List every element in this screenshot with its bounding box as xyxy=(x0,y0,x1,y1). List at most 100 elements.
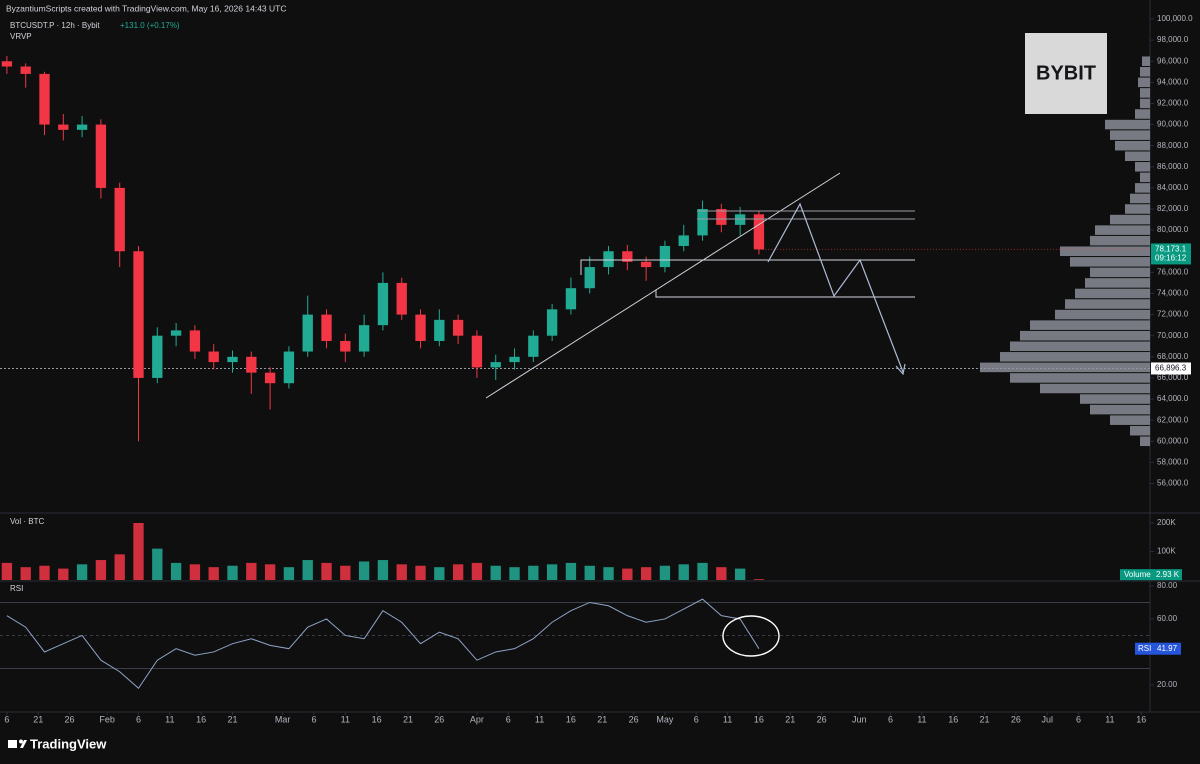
poc-label: 66,896.3 xyxy=(1155,364,1187,373)
x-tick-label: May xyxy=(656,714,674,724)
candle-body xyxy=(208,351,219,363)
candle-body xyxy=(716,209,727,225)
y-tick-label: 98,000.0 xyxy=(1157,35,1189,44)
y-tick-label: 94,000.0 xyxy=(1157,77,1189,86)
volume-title: Vol · BTC xyxy=(10,517,44,526)
candle-body xyxy=(340,340,351,352)
x-tick-label: 11 xyxy=(723,714,732,724)
x-tick-label: 6 xyxy=(1076,714,1081,724)
brand-icon xyxy=(19,739,23,744)
rsi-label-box xyxy=(1135,642,1181,655)
y-tick-label: 66,000.0 xyxy=(1157,373,1189,382)
volume-bar xyxy=(452,564,464,580)
last-price-box xyxy=(1151,243,1191,265)
x-tick-label: 21 xyxy=(403,714,413,724)
volume-profile-bar xyxy=(1055,309,1150,320)
volume-profile-bar xyxy=(1085,278,1150,288)
volume-bar xyxy=(490,565,501,580)
y-tick-label: 88,000.0 xyxy=(1157,141,1189,150)
y-tick-label: 70,000.0 xyxy=(1157,331,1189,340)
candle-body xyxy=(358,325,370,352)
volume-bar xyxy=(208,567,219,580)
x-tick-label: 16 xyxy=(566,714,576,724)
volume-label-name: Volume xyxy=(1124,570,1151,579)
candle-body xyxy=(640,261,652,268)
candle-body xyxy=(659,245,671,268)
volume-profile-bar xyxy=(1130,425,1150,436)
volume-label-value: 2.93 K xyxy=(1156,570,1180,579)
candle-body xyxy=(622,251,633,262)
volume-profile-bar xyxy=(1075,288,1150,299)
projection-arrowhead xyxy=(895,363,906,376)
volume-profile-bar xyxy=(1090,404,1150,415)
x-tick-label: 16 xyxy=(196,714,206,724)
price-change: +131.0 (+0.17%) xyxy=(120,21,180,30)
candle-body xyxy=(603,251,614,268)
countdown: 09:16:12 xyxy=(1155,254,1187,263)
y-tick-label: 200K xyxy=(1157,518,1176,527)
symbol: BTCUSDT.P · 12h · Bybit xyxy=(10,21,100,30)
volume-bar xyxy=(283,567,295,580)
volume-bar xyxy=(246,562,257,580)
candle-body xyxy=(283,351,295,384)
volume-profile-bar xyxy=(1020,330,1150,341)
volume-bar xyxy=(753,579,765,580)
x-tick-label: 11 xyxy=(535,714,544,724)
x-tick-label: 21 xyxy=(33,714,43,724)
y-tick-label: 92,000.0 xyxy=(1157,99,1189,108)
volume-bar xyxy=(170,562,182,580)
candle-body xyxy=(114,187,125,252)
y-tick-label: 64,000.0 xyxy=(1157,394,1189,403)
x-tick-label: 6 xyxy=(311,714,316,724)
x-tick-label: 26 xyxy=(817,714,827,724)
candle-body xyxy=(227,356,238,363)
candle-body xyxy=(152,335,163,378)
volume-bar xyxy=(678,564,689,580)
candle-body xyxy=(490,362,501,368)
volume-profile-bar xyxy=(1110,214,1150,225)
y-tick-label: 20.00 xyxy=(1157,680,1178,689)
volume-bar xyxy=(471,562,483,580)
candle-body xyxy=(377,282,389,326)
volume-profile-bar xyxy=(1140,172,1150,183)
volume-profile-bar xyxy=(1105,119,1150,130)
rsi-line xyxy=(6,598,760,689)
volume-bar xyxy=(640,567,652,580)
x-tick-label: 26 xyxy=(629,714,639,724)
candle-body xyxy=(20,66,31,74)
rsi-label-value: 41.97 xyxy=(1157,644,1178,653)
candle-body xyxy=(565,288,577,310)
y-tick-label: 56,000.0 xyxy=(1157,479,1189,488)
volume-profile-bar xyxy=(1010,341,1150,352)
candle-body xyxy=(58,124,69,130)
volume-bar xyxy=(152,548,163,580)
last-price-label: 78,173.1 xyxy=(1155,245,1187,254)
volume-profile-bar xyxy=(1125,204,1150,214)
volume-profile-bar xyxy=(1125,151,1150,162)
rsi-title: RSI xyxy=(10,584,23,593)
volume-bar xyxy=(189,564,201,580)
x-tick-label: 16 xyxy=(948,714,958,724)
candle-body xyxy=(39,73,50,125)
y-tick-label: 58,000.0 xyxy=(1157,457,1189,466)
volume-bar xyxy=(114,554,125,580)
x-tick-label: 6 xyxy=(136,714,141,724)
x-tick-label: Mar xyxy=(275,714,291,724)
volume-label-box xyxy=(1120,569,1182,581)
volume-bar xyxy=(659,565,671,580)
volume-bar xyxy=(509,567,520,580)
y-tick-label: 62,000.0 xyxy=(1157,415,1189,424)
y-tick-label: 72,000.0 xyxy=(1157,310,1189,319)
candle-body xyxy=(415,314,426,341)
volume-profile-bar xyxy=(1130,193,1150,204)
volume-bar xyxy=(697,562,708,580)
candle-body xyxy=(509,356,520,363)
y-tick-label: 80.00 xyxy=(1157,581,1178,590)
y-tick-label: 96,000.0 xyxy=(1157,56,1189,65)
volume-profile-bar xyxy=(1030,320,1150,330)
y-tick-label: 60.00 xyxy=(1157,614,1178,623)
volume-profile-bar xyxy=(1140,436,1150,447)
x-tick-label: 6 xyxy=(694,714,699,724)
